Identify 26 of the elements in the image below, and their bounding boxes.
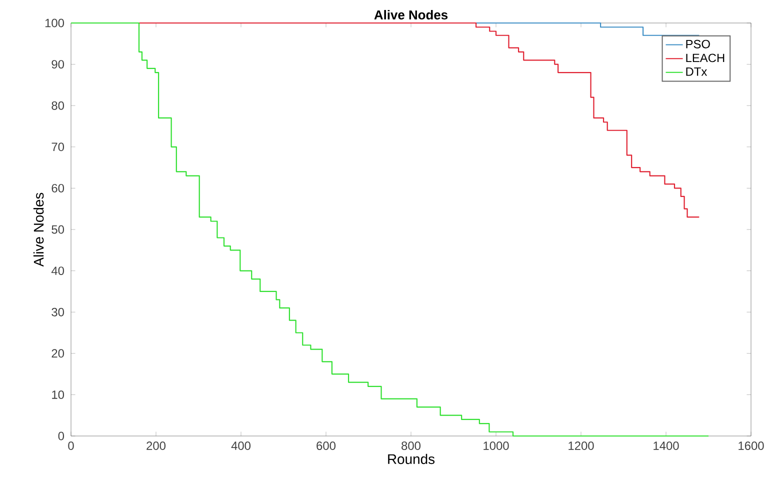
chart-title: Alive Nodes xyxy=(374,10,448,20)
x-tick-label: 1600 xyxy=(738,442,764,450)
y-tick-label: 60 xyxy=(52,184,64,192)
legend-label: DTx xyxy=(686,68,708,76)
x-tick-label: 1200 xyxy=(568,442,594,450)
x-tick-label: 800 xyxy=(402,442,421,450)
y-tick-label: 70 xyxy=(52,142,64,152)
y-axis-title: Alive Nodes xyxy=(33,192,44,267)
x-tick-label: 1400 xyxy=(654,442,679,450)
y-tick-label: 40 xyxy=(51,266,64,276)
legend-label: LEACH xyxy=(686,54,724,62)
x-tick-label: 1000 xyxy=(484,442,509,450)
x-tick-label: 600 xyxy=(316,442,336,450)
x-tick-label: 200 xyxy=(146,442,166,450)
y-tick-label: 0 xyxy=(58,432,64,440)
y-tick-label: 50 xyxy=(52,225,64,234)
y-tick-label: 30 xyxy=(52,308,64,316)
y-tick-label: 10 xyxy=(52,390,64,399)
x-tick-label: 0 xyxy=(68,442,74,450)
x-tick-label: 400 xyxy=(231,442,251,450)
y-tick-label: 90 xyxy=(52,60,64,69)
y-tick-label: 100 xyxy=(45,18,64,28)
y-tick-label: 20 xyxy=(52,349,64,358)
y-tick-label: 80 xyxy=(52,101,64,110)
legend-label: PSO xyxy=(686,40,710,48)
x-axis-title: Rounds xyxy=(388,454,435,464)
